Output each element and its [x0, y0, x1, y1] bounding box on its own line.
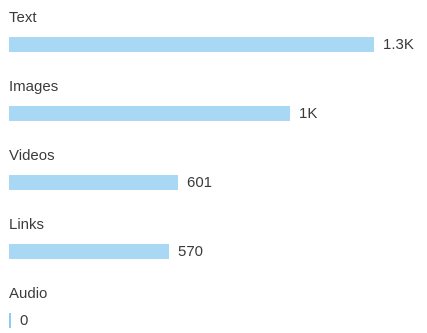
category-label: Text: [9, 9, 37, 26]
bar[interactable]: [9, 106, 290, 121]
bar[interactable]: [9, 175, 178, 190]
category-label: Audio: [9, 285, 48, 302]
bar[interactable]: [9, 313, 11, 328]
value-label: 570: [178, 243, 204, 260]
value-label: 601: [187, 174, 213, 191]
bar[interactable]: [9, 244, 169, 259]
bar[interactable]: [9, 37, 374, 52]
category-label: Videos: [9, 147, 55, 164]
category-label: Links: [9, 216, 45, 233]
value-label: 1.3K: [383, 36, 414, 53]
value-label: 1K: [299, 105, 318, 122]
category-label: Images: [9, 78, 59, 95]
value-label: 0: [20, 312, 29, 329]
